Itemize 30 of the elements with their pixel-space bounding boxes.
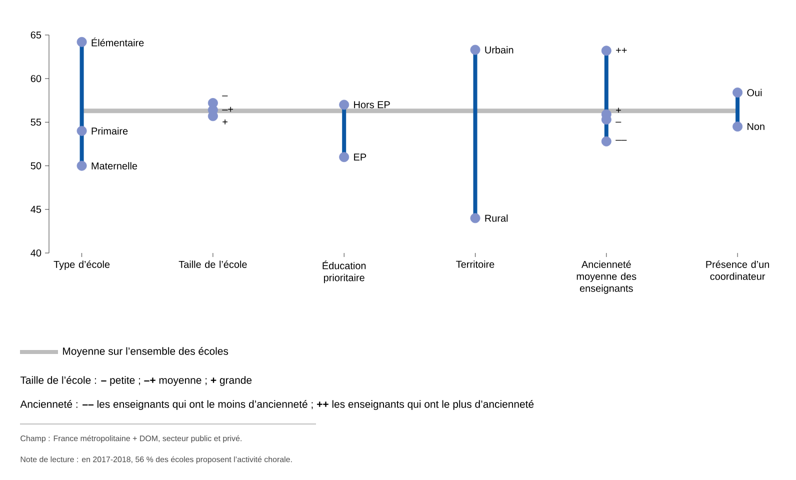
- data-label: Oui: [747, 88, 762, 96]
- x-tick-label: Territoire: [456, 260, 494, 268]
- y-tick-label: 50: [30, 162, 42, 170]
- y-tick-label: 45: [30, 206, 42, 213]
- data-label: Rural: [485, 214, 508, 222]
- text: Taille de l’école : – petite ; –+ moyenne ; + grande: [20, 376, 252, 386]
- data-label: –: [616, 122, 622, 123]
- x-tick-label: Présence d’un coordinateur: [706, 260, 770, 280]
- data-label: Urbain: [485, 46, 514, 54]
- text: Ancienneté : –– les enseignants qui ont le moins d’ancienneté ; ++ les enseignants qui ont le plus d’ancienneté: [20, 400, 534, 410]
- data-label: +: [222, 119, 228, 124]
- data-label: Hors EP: [354, 101, 390, 108]
- legend-label: Moyenne sur l’ensemble des écoles: [63, 347, 228, 357]
- data-label: Non: [748, 123, 764, 130]
- data-label: ––: [616, 140, 627, 141]
- y-tick-label: 65: [30, 31, 42, 39]
- x-tick-label: Ancienneté moyenne des enseignants: [576, 260, 636, 294]
- y-tick-label: 40: [30, 249, 42, 257]
- x-tick-label: Type d’école: [54, 260, 110, 270]
- data-label: Élémentaire: [92, 38, 144, 46]
- x-tick-label: Éducation prioritaire: [322, 260, 366, 284]
- data-label: EP: [354, 154, 366, 161]
- y-tick-label: 55: [30, 118, 42, 126]
- data-label: –+: [222, 106, 234, 112]
- data-label: Primaire: [92, 127, 128, 135]
- x-tick-label: Taille de l’école: [178, 260, 247, 268]
- data-label: Maternelle: [92, 162, 138, 170]
- data-label: ++: [616, 48, 627, 53]
- y-tick-label: 60: [30, 75, 42, 82]
- data-label: +: [616, 108, 621, 113]
